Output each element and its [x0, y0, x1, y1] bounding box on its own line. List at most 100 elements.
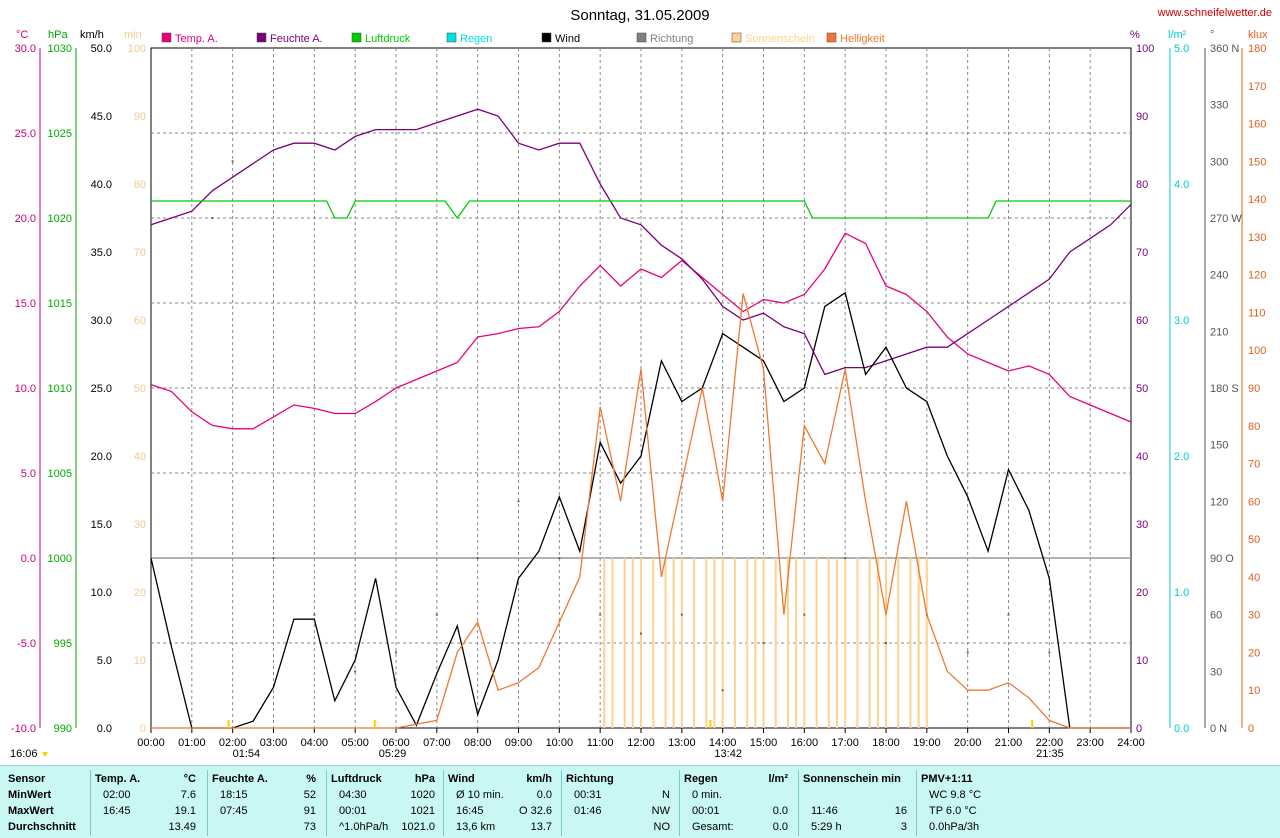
rain-axis-tick: 4.0 — [1174, 179, 1189, 191]
legend-label: Temp. A. — [175, 33, 218, 45]
light-axis-tick: 30 — [1248, 610, 1260, 622]
x-tick-label: 06:00 — [382, 737, 410, 749]
stats-column: Temp. A. °C 02:00 7.6 16:45 19.1 13.49 — [95, 766, 200, 838]
stats-column: Wind km/h Ø 10 min. 0.0 16:45 O 32.6 13,6 km 13… — [448, 766, 556, 838]
stats-header-row: Temp. A. °C — [95, 771, 200, 787]
legend-swatch — [256, 32, 267, 43]
sunshine-axis-tick: 20 — [134, 587, 146, 599]
stats-row: WC 9.8 °C — [921, 787, 1021, 803]
stats-header: Sensor — [8, 773, 46, 785]
stats-header: PMV+1:11 — [921, 773, 973, 785]
stats-cell-value: 1020 — [410, 789, 435, 801]
direction-axis-tick: 90 O — [1210, 553, 1234, 565]
sunshine-axis-tick: 80 — [134, 179, 146, 191]
stats-cell-label: 00:01 — [692, 805, 720, 817]
direction-axis-tick: 150 — [1210, 440, 1228, 452]
legend-swatch — [351, 32, 362, 43]
direction-axis-tick: 0 N — [1210, 723, 1227, 735]
wind-axis-tick: 50.0 — [91, 43, 112, 55]
temp-axis-tick: 30.0 — [15, 43, 36, 55]
light-axis-tick: 110 — [1248, 307, 1266, 319]
humidity-axis-tick: 100 — [1136, 43, 1154, 55]
x-tick-label: 11:00 — [587, 737, 614, 749]
light-axis-tick: 160 — [1248, 119, 1266, 131]
sunshine-axis-tick: 60 — [134, 315, 146, 327]
humidity-axis-tick: 40 — [1136, 451, 1148, 463]
stats-row: Durchschnitt — [8, 819, 88, 835]
wind-axis-tick: 20.0 — [91, 451, 112, 463]
legend-swatch — [446, 32, 457, 43]
x-tick-label: 02:00 — [219, 737, 247, 749]
axes: -10.0 -5.0 0.0 5.0 10.0 15.0 20.0 25.0 30.0 990 99… — [11, 43, 1266, 749]
stats-separator — [798, 770, 799, 836]
unit-rain: l/m² — [1168, 29, 1187, 41]
temp-axis-tick: 15.0 — [15, 298, 36, 310]
stats-header-row: Sonnenschein min — [803, 771, 911, 787]
stats-cell-label: 16:45 — [103, 805, 131, 817]
stats-cell-value: 3 — [900, 821, 907, 833]
stats-row: 16:45 O 32.6 — [448, 803, 556, 819]
rain-axis-tick: 2.0 — [1174, 451, 1189, 463]
legend-label: Luftdruck — [365, 33, 411, 45]
stats-cell-label: MinWert — [8, 789, 52, 801]
stats-unit: km/h — [526, 773, 552, 785]
stats-separator — [207, 770, 208, 836]
legend-label: Wind — [555, 33, 580, 45]
x-tick-label: 05:00 — [341, 737, 369, 749]
stats-column: Richtung 00:31 N 01:46 NW NO — [566, 766, 674, 838]
site-link[interactable]: www.schneifelwetter.de — [1157, 7, 1272, 19]
unit-humidity: % — [1130, 29, 1140, 41]
stats-header: Temp. A. — [95, 773, 141, 785]
direction-axis-tick: 120 — [1210, 496, 1228, 508]
light-axis-tick: 90 — [1248, 383, 1260, 395]
stats-row: 13,6 km 13.7 — [448, 819, 556, 835]
stats-cell-label: MaxWert — [8, 805, 54, 817]
stats-cell-label: WC 9.8 °C — [929, 789, 982, 801]
x-tick-label: 19:00 — [913, 737, 941, 749]
stats-separator — [916, 770, 917, 836]
stats-header-row: Wind km/h — [448, 771, 556, 787]
wind-axis-tick: 25.0 — [91, 383, 112, 395]
light-axis-tick: 80 — [1248, 421, 1260, 433]
x-tick-label: 00:00 — [137, 737, 165, 749]
stats-row: 5:29 h 3 — [803, 819, 911, 835]
direction-point — [231, 160, 234, 163]
sunshine-axis-tick: 70 — [134, 247, 146, 259]
stats-cell-value: 1021 — [410, 805, 435, 817]
legend-label: Richtung — [650, 33, 693, 45]
stats-cell-label: 04:30 — [339, 789, 367, 801]
sunshine-axis-tick: 100 — [128, 43, 146, 55]
stats-cell-value: NO — [653, 821, 671, 833]
stats-row: 01:46 NW — [566, 803, 674, 819]
direction-axis-tick: 180 S — [1210, 383, 1239, 395]
stats-separator — [326, 770, 327, 836]
stats-cell-value: 0.0 — [772, 821, 788, 833]
stats-row: 00:01 1021 — [331, 803, 439, 819]
light-axis-tick: 120 — [1248, 270, 1266, 282]
stats-cell-label: 02:00 — [103, 789, 131, 801]
direction-point — [354, 670, 357, 673]
stats-row: 04:30 1020 — [331, 787, 439, 803]
pressure-axis-tick: 1030 — [48, 43, 72, 55]
stats-cell-value: 13.49 — [168, 821, 196, 833]
pressure-axis-tick: 1010 — [48, 383, 72, 395]
noon-marker-label: 13:42 — [714, 748, 742, 760]
stats-cell-label: 00:01 — [339, 805, 367, 817]
helligkeit-line — [151, 293, 1131, 729]
direction-point — [885, 642, 887, 644]
x-tick-label: 12:00 — [627, 737, 655, 749]
stats-row: MaxWert — [8, 803, 88, 819]
stats-row: MinWert — [8, 787, 88, 803]
x-tick-label: 16:00 — [791, 737, 819, 749]
sun-icon — [42, 752, 48, 757]
direction-axis-tick: 330 — [1210, 100, 1228, 112]
x-tick-label: 20:00 — [954, 737, 982, 749]
pressure-axis-tick: 1015 — [48, 298, 72, 310]
stats-cell-value: 52 — [303, 789, 316, 801]
direction-point — [1048, 651, 1051, 654]
direction-axis-tick: 60 — [1210, 610, 1222, 622]
stats-column: Sensor MinWert MaxWert Durchschnitt — [8, 766, 88, 838]
stats-header-row: PMV+1:11 — [921, 771, 1021, 787]
direction-axis-tick: 360 N — [1210, 43, 1239, 55]
direction-axis-tick: 270 W — [1210, 213, 1242, 225]
